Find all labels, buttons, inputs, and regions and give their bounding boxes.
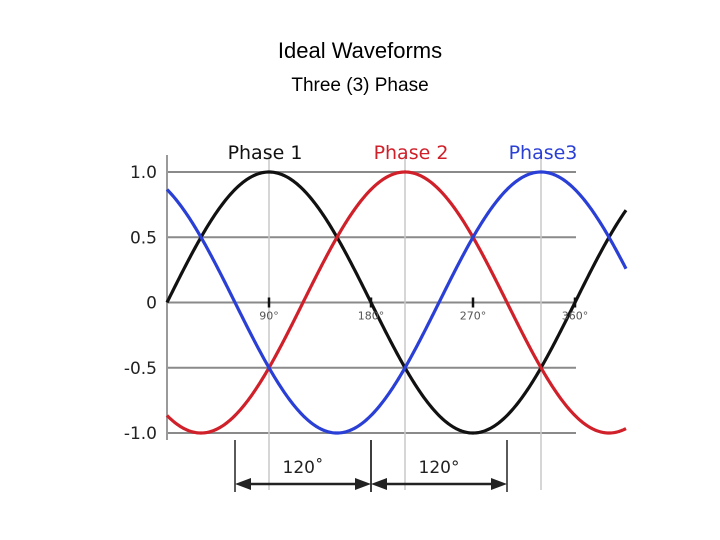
series-line-3 xyxy=(165,170,628,435)
legend-label: Phase 2 xyxy=(374,142,449,164)
x-marker-label: 360° xyxy=(562,310,589,323)
y-tick-label: 1.0 xyxy=(130,163,157,183)
y-tick-label: -0.5 xyxy=(124,359,157,379)
span-arrow-head-right xyxy=(355,478,371,490)
legend-label: Phase3 xyxy=(509,142,578,164)
legend-label: Phase 1 xyxy=(228,142,303,164)
span-arrow-head-left xyxy=(371,478,387,490)
span-label: 120˚ xyxy=(283,457,324,478)
x-marker-label: 180° xyxy=(358,310,385,323)
series-line-2 xyxy=(165,170,627,435)
y-tick-label: 0.5 xyxy=(130,228,157,248)
x-marker-label: 90° xyxy=(259,310,279,323)
slide-subtitle: Three (3) Phase xyxy=(291,75,429,96)
slide-title: Ideal Waveforms xyxy=(277,38,443,63)
span-arrow-head-left xyxy=(235,478,251,490)
span-label: 120° xyxy=(419,458,460,478)
y-tick-label: -1.0 xyxy=(124,424,157,444)
y-tick-label: 0 xyxy=(146,294,157,314)
x-marker-label: 270° xyxy=(460,310,487,323)
span-arrow-head-right xyxy=(491,478,507,490)
series-line-1 xyxy=(165,170,628,435)
